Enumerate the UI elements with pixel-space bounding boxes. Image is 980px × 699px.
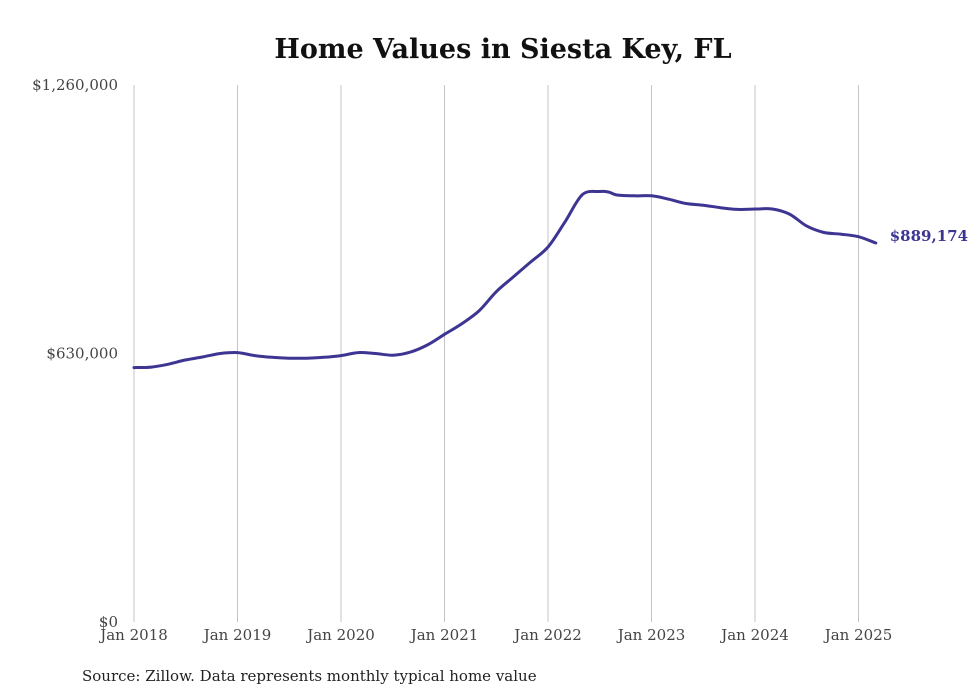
y-tick-label: $0 xyxy=(99,613,118,631)
x-tick-label: Jan 2019 xyxy=(202,626,272,644)
x-tick-label: Jan 2025 xyxy=(823,626,893,644)
gridlines xyxy=(133,85,859,622)
chart-title: Home Values in Siesta Key, FL xyxy=(274,34,731,65)
x-tick-label: Jan 2024 xyxy=(719,626,789,644)
end-value-label: $889,174 xyxy=(890,227,968,245)
series-layer: $889,174 xyxy=(132,189,968,370)
x-tick-label: Jan 2023 xyxy=(616,626,686,644)
home-value-line xyxy=(132,189,878,370)
x-axis-ticks: Jan 2018 Jan 2019 Jan 2020 Jan 2021 Jan 2022… xyxy=(98,626,892,644)
x-tick-label: Jan 2020 xyxy=(305,626,375,644)
y-tick-label: $1,260,000 xyxy=(32,76,118,94)
x-tick-label: Jan 2021 xyxy=(409,626,479,644)
y-axis-ticks: $0 $630,000 $1,260,000 xyxy=(32,76,118,631)
y-tick-label: $630,000 xyxy=(46,345,118,363)
source-note: Source: Zillow. Data represents monthly … xyxy=(82,667,537,685)
x-tick-label: Jan 2018 xyxy=(98,626,168,644)
x-tick-label: Jan 2022 xyxy=(512,626,582,644)
